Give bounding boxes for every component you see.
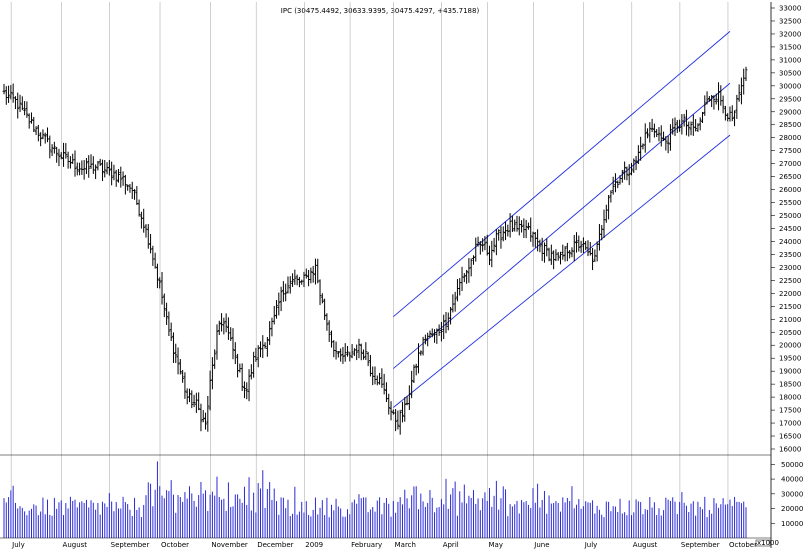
channel-line-lower bbox=[393, 134, 731, 408]
price-tick-label: 20000 bbox=[779, 342, 801, 350]
price-tick-label: 26000 bbox=[779, 186, 801, 194]
price-tick-label: 25500 bbox=[779, 199, 801, 207]
price-tick-label: 30000 bbox=[779, 82, 801, 90]
price-tick-label: 17000 bbox=[779, 420, 801, 428]
volume-unit-box bbox=[755, 539, 771, 547]
price-tick-label: 20500 bbox=[779, 329, 801, 337]
price-tick-label: 19500 bbox=[779, 355, 801, 363]
price-tick-label: 31000 bbox=[779, 56, 801, 64]
month-label: September bbox=[681, 541, 720, 549]
month-label: October bbox=[729, 541, 757, 549]
month-axis: July August September October November Decemb… bbox=[11, 541, 757, 549]
month-label: March bbox=[395, 541, 416, 549]
gridlines bbox=[10, 2, 729, 538]
volume-bars bbox=[3, 461, 747, 538]
price-tick-label: 31500 bbox=[779, 43, 801, 51]
month-label: June bbox=[533, 541, 549, 549]
price-tick-label: 19000 bbox=[779, 368, 801, 376]
price-tick-label: 21500 bbox=[779, 303, 801, 311]
month-label: April bbox=[443, 541, 459, 549]
price-tick-label: 16500 bbox=[779, 433, 801, 441]
month-label: August bbox=[633, 541, 658, 549]
month-label: November bbox=[211, 541, 248, 549]
price-tick-label: 28000 bbox=[779, 134, 801, 142]
price-tick-label: 23500 bbox=[779, 251, 801, 259]
month-label: September bbox=[111, 541, 150, 549]
volume-tick-label: 50000 bbox=[781, 461, 803, 469]
price-tick-label: 22500 bbox=[779, 277, 801, 285]
price-tick-label: 30500 bbox=[779, 69, 801, 77]
month-label: July bbox=[11, 541, 25, 549]
price-tick-label: 26500 bbox=[779, 173, 801, 181]
price-tick-label: 23000 bbox=[779, 264, 801, 272]
month-label: July bbox=[584, 541, 598, 549]
price-tick-label: 24000 bbox=[779, 238, 801, 246]
price-tick-label: 25000 bbox=[779, 212, 801, 220]
price-tick-label: 24500 bbox=[779, 225, 801, 233]
volume-tick-label: 30000 bbox=[781, 490, 803, 498]
price-tick-label: 17500 bbox=[779, 407, 801, 415]
month-label: May bbox=[489, 541, 503, 549]
trend-channel bbox=[393, 31, 731, 408]
price-tick-label: 18500 bbox=[779, 381, 801, 389]
price-tick-label: 32000 bbox=[779, 30, 801, 38]
price-tick-label: 33000 bbox=[779, 5, 801, 13]
month-label: February bbox=[351, 541, 382, 549]
volume-unit-label: x1000 bbox=[757, 539, 779, 547]
month-label: October bbox=[161, 541, 189, 549]
price-tick-label: 18000 bbox=[779, 394, 801, 402]
price-tick-label: 22000 bbox=[779, 290, 801, 298]
price-tick-label: 27000 bbox=[779, 160, 801, 168]
channel-line-upper bbox=[393, 31, 731, 318]
volume-tick-label: 10000 bbox=[781, 520, 803, 528]
month-label: August bbox=[63, 541, 88, 549]
price-axis: 33000 32500 32000 31500 31000 30500 30000 29500… bbox=[771, 5, 801, 454]
price-tick-label: 27500 bbox=[779, 147, 801, 155]
price-tick-label: 16000 bbox=[779, 446, 801, 454]
price-tick-label: 21000 bbox=[779, 316, 801, 324]
price-bars bbox=[2, 66, 748, 435]
volume-tick-label: 20000 bbox=[781, 505, 803, 513]
chart-title: IPC (30475.4492, 30633.9395, 30475.4297,… bbox=[281, 7, 480, 15]
price-tick-label: 29000 bbox=[779, 108, 801, 116]
price-tick-label: 32500 bbox=[779, 17, 801, 25]
month-label: 2009 bbox=[305, 541, 323, 549]
channel-line-middle bbox=[393, 82, 731, 369]
price-tick-label: 28500 bbox=[779, 121, 801, 129]
volume-tick-label: 40000 bbox=[781, 476, 803, 484]
volume-axis: 50000 40000 30000 20000 10000 x1000 bbox=[755, 461, 803, 547]
month-label: December bbox=[257, 541, 293, 549]
price-tick-label: 29500 bbox=[779, 95, 801, 103]
